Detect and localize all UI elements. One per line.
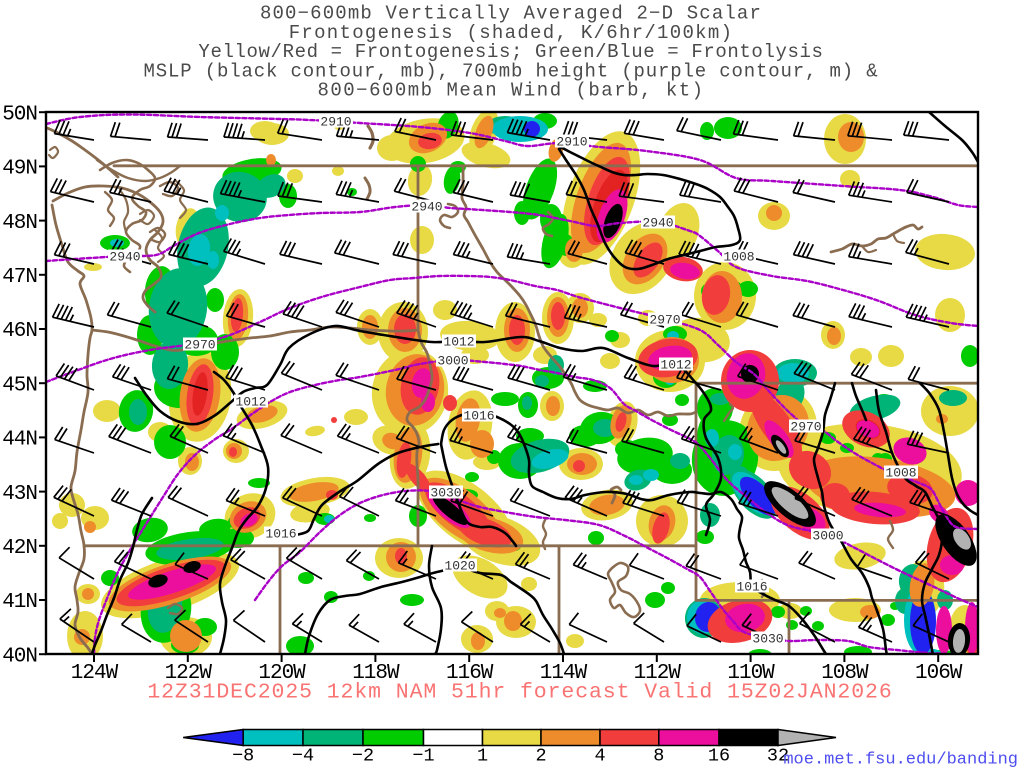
svg-text:2970: 2970 <box>184 338 215 353</box>
svg-text:42N: 42N <box>2 537 37 560</box>
svg-text:1012: 1012 <box>235 395 266 410</box>
svg-text:4: 4 <box>594 746 605 767</box>
svg-text:106W: 106W <box>915 662 963 685</box>
svg-text:124W: 124W <box>71 662 119 685</box>
svg-text:2910: 2910 <box>320 115 351 130</box>
svg-text:1008: 1008 <box>885 466 916 481</box>
svg-text:46N: 46N <box>2 320 37 343</box>
svg-text:120W: 120W <box>258 662 306 685</box>
svg-text:118W: 118W <box>352 662 400 685</box>
svg-text:3030: 3030 <box>430 486 461 501</box>
svg-text:Yellow/Red = Frontogenesis; Gr: Yellow/Red = Frontogenesis; Green/Blue =… <box>198 41 823 63</box>
svg-text:49N: 49N <box>2 158 37 181</box>
svg-text:2940: 2940 <box>642 216 673 231</box>
svg-text:16: 16 <box>708 746 730 767</box>
svg-text:−1: −1 <box>412 746 434 767</box>
svg-text:48N: 48N <box>2 212 37 235</box>
svg-text:8: 8 <box>653 746 664 767</box>
svg-text:−2: −2 <box>352 746 374 767</box>
svg-text:2910: 2910 <box>556 135 587 150</box>
svg-text:1008: 1008 <box>723 250 754 265</box>
svg-text:3000: 3000 <box>812 529 843 544</box>
svg-text:−8: −8 <box>232 746 254 767</box>
svg-text:3000: 3000 <box>437 354 468 369</box>
svg-text:114W: 114W <box>540 662 588 685</box>
svg-text:moe.met.fsu.edu/banding: moe.met.fsu.edu/banding <box>783 751 1018 768</box>
svg-text:1: 1 <box>477 746 488 767</box>
svg-text:1012: 1012 <box>660 358 691 373</box>
svg-text:112W: 112W <box>634 662 682 685</box>
svg-text:2940: 2940 <box>109 250 140 265</box>
svg-text:1016: 1016 <box>736 580 767 595</box>
svg-text:50N: 50N <box>2 103 37 126</box>
svg-text:2970: 2970 <box>649 313 680 328</box>
svg-text:47N: 47N <box>2 266 37 289</box>
svg-text:−4: −4 <box>292 746 314 767</box>
svg-text:44N: 44N <box>2 429 37 452</box>
svg-text:122W: 122W <box>165 662 213 685</box>
svg-text:2: 2 <box>535 746 546 767</box>
svg-text:2940: 2940 <box>411 200 442 215</box>
svg-text:110W: 110W <box>727 662 775 685</box>
svg-text:32: 32 <box>767 746 789 767</box>
svg-text:800−600mb Mean Wind (barb, kt): 800−600mb Mean Wind (barb, kt) <box>317 80 704 102</box>
svg-text:108W: 108W <box>821 662 869 685</box>
svg-text:800−600mb Vertically Averaged: 800−600mb Vertically Averaged 2−D Scalar <box>260 3 762 25</box>
svg-text:41N: 41N <box>2 591 37 614</box>
svg-text:1012: 1012 <box>443 335 474 350</box>
svg-text:1016: 1016 <box>265 527 296 542</box>
svg-text:2970: 2970 <box>790 420 821 435</box>
svg-text:1016: 1016 <box>463 409 494 424</box>
svg-text:116W: 116W <box>446 662 494 685</box>
svg-text:MSLP (black contour, mb), 700m: MSLP (black contour, mb), 700mb height (… <box>143 60 878 82</box>
svg-text:Frontogenesis (shaded, K/6hr/1: Frontogenesis (shaded, K/6hr/100km) <box>289 22 734 44</box>
svg-text:43N: 43N <box>2 483 37 506</box>
svg-text:3030: 3030 <box>752 632 783 647</box>
svg-text:1020: 1020 <box>444 559 475 574</box>
svg-text:12Z31DEC2025 12km NAM 51hr for: 12Z31DEC2025 12km NAM 51hr forecast Vali… <box>147 681 892 705</box>
svg-text:40N: 40N <box>2 645 37 668</box>
svg-text:45N: 45N <box>2 374 37 397</box>
